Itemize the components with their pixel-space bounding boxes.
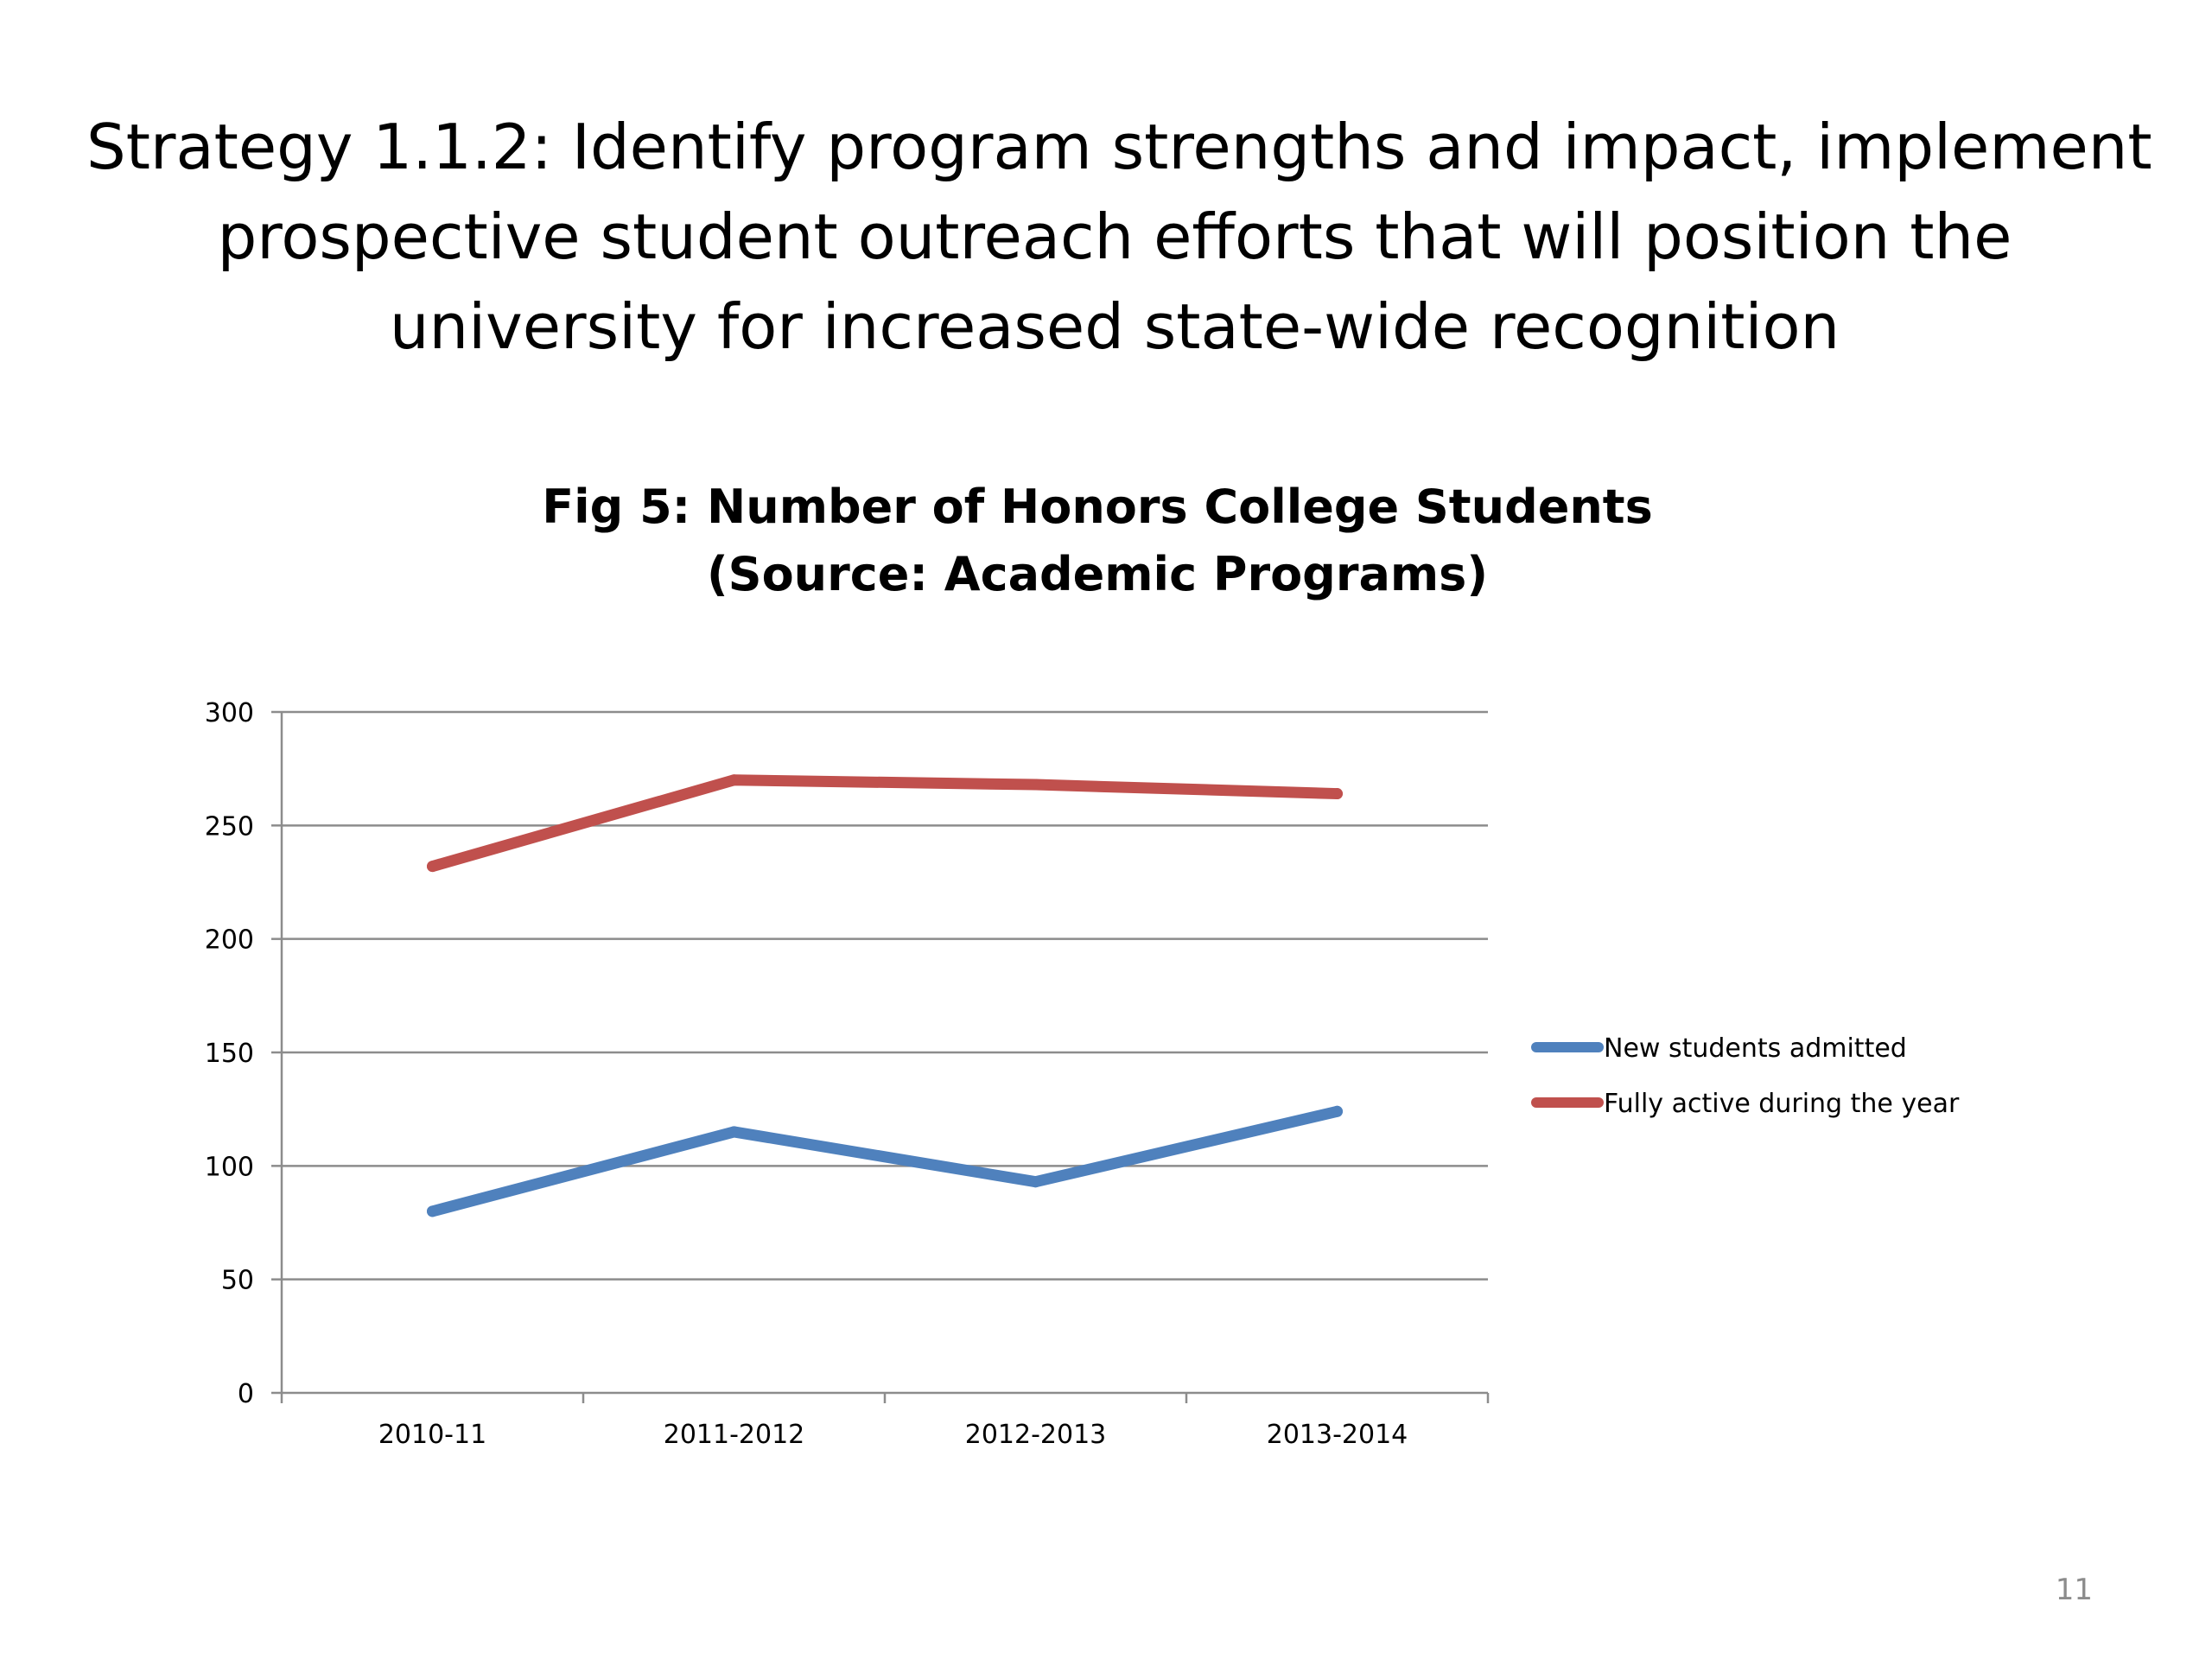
x-tick-label-2010-11: 2010-11 — [378, 1420, 486, 1450]
chart-title-line-1: Fig 5: Number of Honors College Students — [542, 480, 1653, 534]
y-tick-label-100: 100 — [205, 1152, 254, 1182]
chart-title-line-2: (Source: Academic Programs) — [707, 547, 1488, 601]
slide-title-line-2: prospective student outreach efforts tha… — [217, 200, 2012, 273]
x-tick-label-2012-2013: 2012-2013 — [965, 1420, 1107, 1450]
slide-title-line-1: Strategy 1.1.2: Identify program strengt… — [86, 111, 2152, 183]
y-tick-label-300: 300 — [205, 698, 254, 728]
data-point-s1-3 — [1332, 1105, 1343, 1117]
series-line-2 — [427, 774, 1343, 873]
x-tick-label-2011-2012: 2011-2012 — [664, 1420, 805, 1450]
data-point-s2-0 — [427, 861, 438, 873]
x-tick-label-2013-2014: 2013-2014 — [1267, 1420, 1408, 1450]
y-tick-label-50: 50 — [221, 1266, 254, 1296]
data-point-s1-0 — [427, 1205, 438, 1217]
data-point-s2-2 — [1030, 779, 1041, 791]
y-tick-label-200: 200 — [205, 925, 254, 956]
page-number: 11 — [2055, 1573, 2093, 1607]
data-point-s2-3 — [1332, 788, 1343, 800]
chart-title: Fig 5: Number of Honors College Students… — [458, 474, 1737, 608]
legend-label-2: Fully active during the year — [1604, 1089, 1960, 1119]
slide-title-line-3: university for increased state-wide reco… — [389, 290, 1840, 363]
data-point-s1-1 — [728, 1126, 740, 1138]
y-tick-label-250: 250 — [205, 811, 254, 842]
data-point-s2-1 — [728, 774, 740, 786]
slide-title: Strategy 1.1.2: Identify program strengt… — [86, 102, 2152, 372]
legend-label-1: New students admitted — [1604, 1033, 1907, 1064]
y-tick-label-150: 150 — [205, 1039, 254, 1069]
data-point-s1-2 — [1030, 1176, 1041, 1188]
series-line-1 — [427, 1105, 1343, 1217]
y-tick-label-0: 0 — [238, 1379, 254, 1409]
